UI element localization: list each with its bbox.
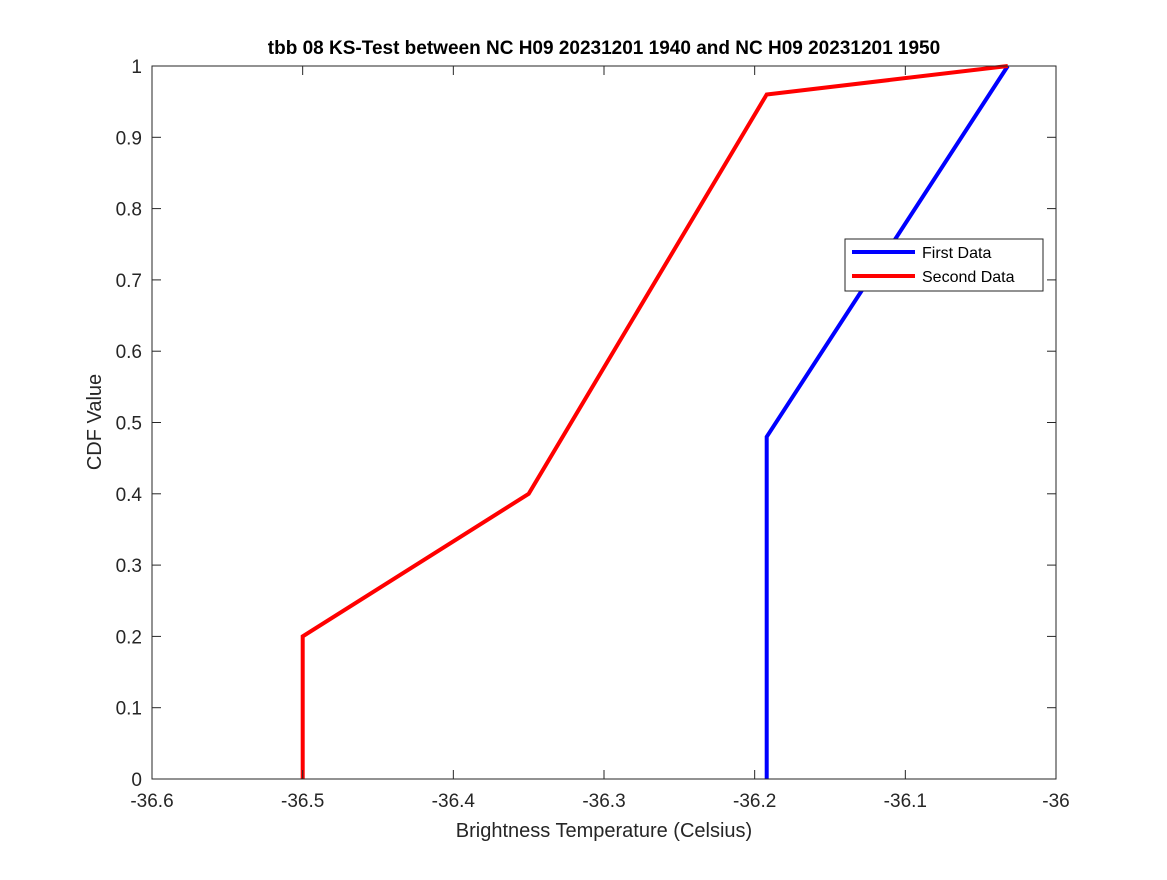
series-line-1	[764, 64, 1010, 779]
x-tick-label: -36.1	[884, 791, 927, 812]
y-tick-label: 0.8	[116, 200, 142, 221]
series-layer	[300, 64, 1010, 779]
legend: First Data Second Data	[844, 238, 1044, 292]
x-tick-label: -36.2	[733, 791, 776, 812]
y-tick-label: 0.3	[116, 556, 142, 577]
y-axis-label: CDF Value	[84, 374, 106, 470]
legend-label-2: Second Data	[922, 269, 1015, 286]
y-tick-label: 0.6	[116, 342, 142, 363]
x-tick-label: -36.3	[582, 791, 625, 812]
y-tick-label: 0	[131, 770, 142, 791]
y-tick-label: 0.9	[116, 128, 142, 149]
chart-title: tbb 08 KS-Test between NC H09 20231201 1…	[268, 38, 940, 59]
plot-area	[152, 66, 1056, 779]
x-tick-label: -36.6	[130, 791, 173, 812]
x-tick-label: -36.4	[432, 791, 476, 812]
series-line-2	[300, 64, 1009, 779]
y-tick-label: 0.1	[116, 699, 142, 720]
legend-box	[844, 238, 1044, 292]
legend-label-1: First Data	[922, 245, 991, 262]
x-axis-label: Brightness Temperature (Celsius)	[456, 820, 752, 842]
y-tick-label: 0.5	[116, 414, 142, 435]
x-tick-label: -36.5	[281, 791, 324, 812]
y-tick-label: 1	[131, 57, 142, 78]
tick-layer: -36.6 -36.5 -36.4 -36.3 -36.2 -36.1 -36 0 0.1 0.2…	[116, 57, 1070, 812]
y-tick-label: 0.2	[116, 627, 142, 648]
y-tick-label: 0.7	[116, 271, 142, 292]
y-tick-label: 0.4	[116, 485, 143, 506]
x-tick-label: -36	[1042, 791, 1069, 812]
